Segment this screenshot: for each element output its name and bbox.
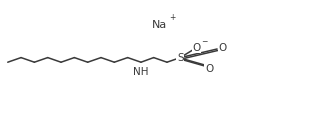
Text: O: O [205, 64, 213, 74]
Text: O: O [218, 43, 227, 53]
Text: O: O [192, 43, 201, 53]
Text: NH: NH [133, 67, 149, 77]
Text: −: − [201, 37, 208, 46]
Text: S: S [177, 53, 184, 63]
Text: +: + [169, 13, 175, 22]
Text: Na: Na [152, 20, 168, 30]
